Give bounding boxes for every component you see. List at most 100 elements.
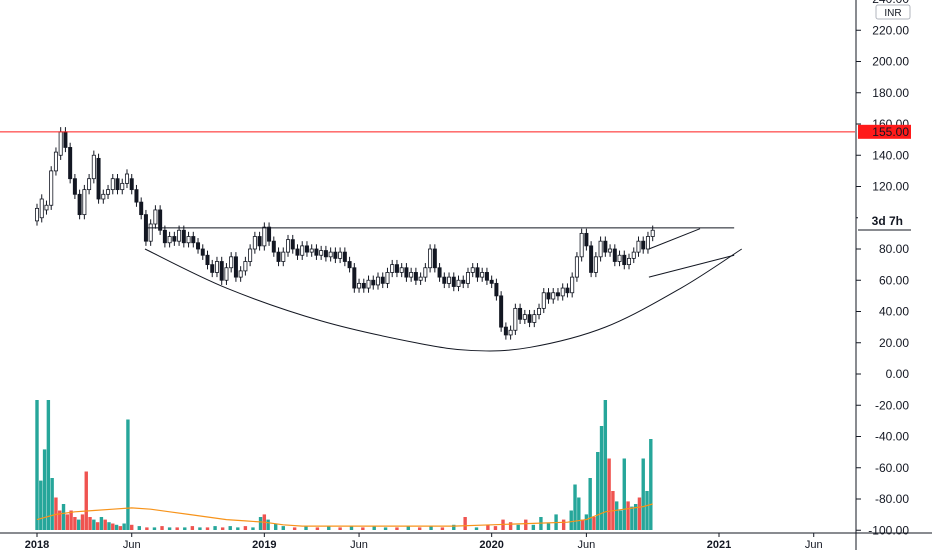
volume-bar	[338, 527, 342, 530]
drawings-layer	[0, 131, 855, 352]
volume-bar	[417, 527, 422, 530]
candle-down	[394, 264, 399, 273]
volume-bar	[569, 510, 573, 530]
volume-bar	[145, 527, 149, 530]
candle-down	[461, 279, 466, 284]
volume-bar	[160, 526, 164, 530]
candle-up	[375, 276, 380, 286]
candle-up	[399, 267, 404, 273]
volume-bar	[130, 524, 134, 530]
volume-bar	[220, 527, 225, 530]
volume-bar	[440, 527, 445, 530]
candle-up	[608, 248, 613, 253]
candle-up	[186, 236, 191, 244]
candle-down	[347, 261, 352, 269]
candle-up	[167, 236, 172, 244]
candle-up	[319, 250, 324, 256]
volume-bar	[266, 519, 270, 530]
volume-bar	[327, 526, 331, 530]
volume-bar	[274, 523, 278, 530]
volume-bar	[577, 497, 581, 530]
candle-up	[224, 267, 229, 281]
volume-layer	[35, 400, 653, 530]
candle-up	[101, 193, 106, 200]
volume-bar	[592, 517, 596, 530]
candle-up	[229, 256, 234, 269]
volume-bar	[281, 526, 285, 530]
candle-up	[366, 279, 371, 289]
candle-up	[480, 272, 485, 278]
price-tick-label: 120.00	[872, 180, 909, 194]
volume-bar	[573, 484, 577, 530]
volume-bar	[524, 519, 528, 530]
candle-up	[338, 251, 343, 259]
candle-down	[494, 282, 499, 297]
candle-down	[276, 251, 281, 262]
volume-bar	[588, 478, 592, 530]
volume-bar	[486, 524, 490, 530]
price-tick-label: 140.00	[872, 148, 909, 162]
candle-down	[442, 276, 447, 284]
volume-bar	[80, 514, 85, 530]
candle-up	[456, 279, 461, 287]
volume-bar	[429, 526, 433, 530]
candle-up	[513, 307, 518, 331]
volume-bar	[243, 526, 248, 530]
resistance-price-label: 155.00	[872, 125, 909, 139]
volume-bar	[236, 527, 240, 530]
volume-bar	[561, 519, 566, 530]
time-tick-label: Jun	[805, 539, 823, 550]
volume-bar	[251, 527, 255, 530]
candle-down	[518, 307, 523, 320]
volume-bar	[603, 400, 608, 530]
volume-bar	[198, 527, 202, 530]
candle-down	[589, 245, 594, 273]
volume-bar	[645, 491, 649, 530]
candle-up	[645, 236, 650, 250]
candle-down	[219, 261, 224, 281]
candle-up	[91, 154, 96, 180]
candle-down	[162, 229, 167, 244]
volume-bar	[152, 527, 157, 530]
candle-up	[110, 178, 115, 191]
volume-bar	[372, 526, 376, 530]
volume-bar	[508, 522, 513, 530]
candle-up	[627, 257, 632, 266]
volume-bar	[137, 526, 141, 530]
volume-bar	[228, 526, 232, 530]
candle-up	[447, 276, 452, 284]
volume-ma-line	[36, 503, 653, 527]
candle-down	[134, 189, 139, 203]
candle-down	[503, 326, 508, 336]
handle-trendline	[648, 254, 735, 278]
time-tick-label: 2020	[479, 539, 503, 550]
candle-up	[39, 198, 44, 219]
volume-bar	[54, 497, 58, 530]
candle-down	[233, 256, 238, 278]
price-tick-label: -40.00	[875, 430, 909, 444]
candle-up	[357, 282, 362, 289]
volume-bar	[633, 504, 638, 530]
candle-up	[537, 307, 542, 316]
candle-up	[465, 272, 470, 284]
candle-up	[560, 287, 565, 297]
price-tick-label: 0.00	[886, 367, 910, 381]
time-tick-label: 2021	[707, 539, 731, 550]
candle-up	[617, 254, 622, 262]
candle-up	[58, 131, 63, 156]
volume-bar	[580, 519, 585, 530]
price-tick-label: 200.00	[872, 55, 909, 69]
volume-bar	[615, 501, 619, 530]
candle-down	[77, 193, 82, 216]
candle-down	[304, 245, 309, 253]
candle-up	[53, 151, 58, 172]
candle-up	[286, 239, 291, 253]
volume-bar	[205, 527, 210, 530]
candle-down	[129, 178, 134, 191]
candle-up	[35, 207, 40, 222]
candle-up	[262, 226, 267, 247]
volume-bar	[622, 458, 626, 530]
